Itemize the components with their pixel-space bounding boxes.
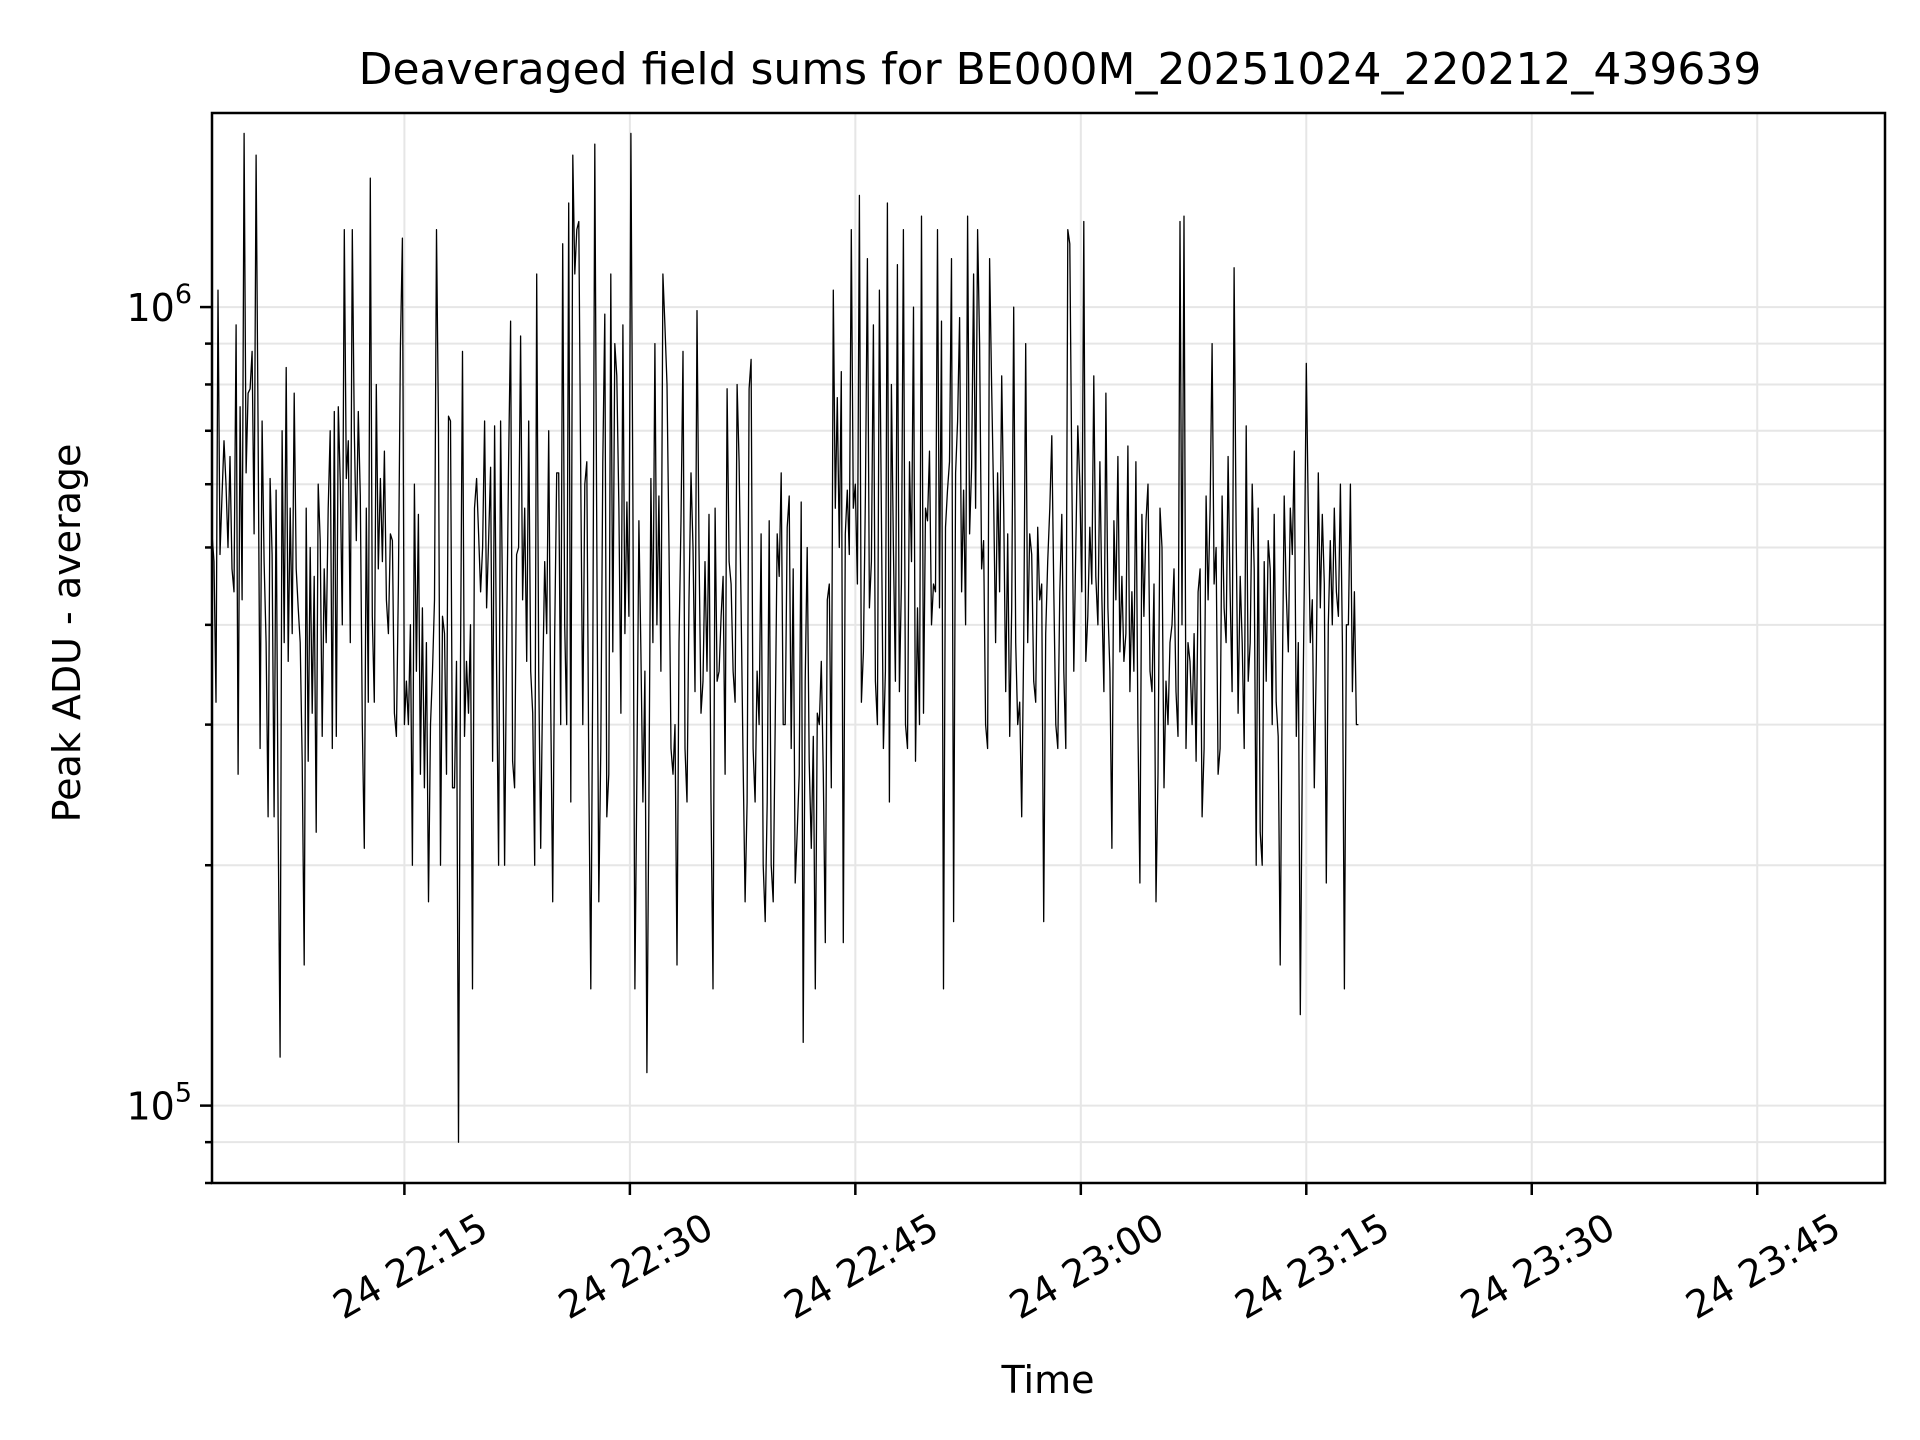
- chart-title: Deaveraged field sums for BE000M_2025102…: [359, 44, 1762, 95]
- y-tick-label-exponent: 5: [175, 1078, 192, 1109]
- y-tick-label-base: 10: [126, 286, 174, 330]
- y-tick-label: 105: [126, 1078, 192, 1129]
- y-tick-label: 106: [126, 279, 192, 330]
- y-tick-label-exponent: 6: [175, 279, 192, 310]
- series-line: [211, 132, 1359, 1143]
- y-axis-label: Peak ADU - average: [45, 444, 89, 823]
- y-tick-label-base: 10: [126, 1085, 174, 1129]
- x-axis-label: Time: [1001, 1358, 1095, 1402]
- plot-area: [211, 132, 1359, 1143]
- plot-frame: [210, 111, 1887, 1185]
